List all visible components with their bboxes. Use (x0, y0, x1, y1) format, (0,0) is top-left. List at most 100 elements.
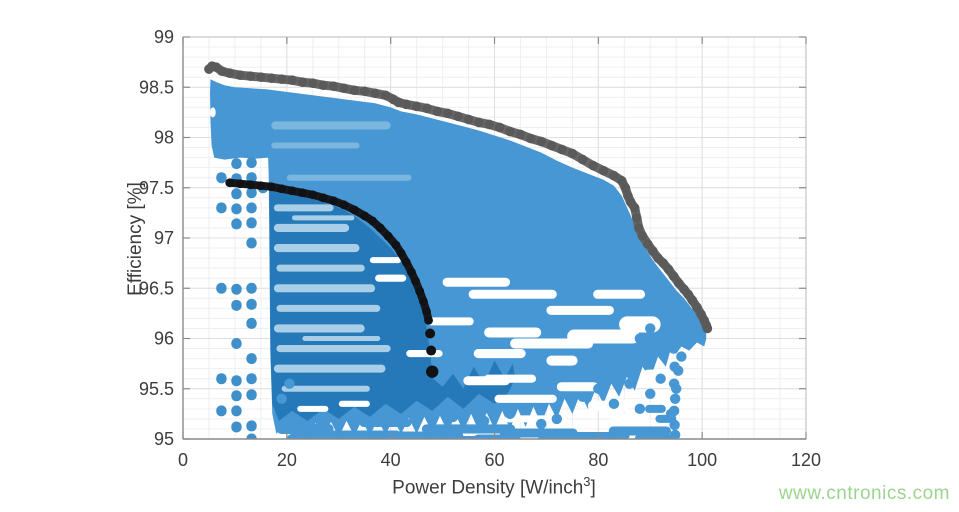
y-tick-label: 99 (154, 27, 174, 47)
cloud-gap (442, 277, 511, 287)
pareto-front-inner-point (407, 267, 416, 277)
cloud-gap (593, 289, 646, 299)
cloud-blob (231, 203, 242, 215)
cloud-light-streak (273, 364, 386, 373)
x-tick-label: 100 (687, 450, 717, 470)
pareto-front-inner-point (246, 180, 255, 190)
pareto-front-upper-point (235, 70, 245, 80)
pareto-front-inner-point (266, 182, 276, 192)
pareto-front-upper-point (484, 119, 495, 130)
pareto-front-upper-point (339, 83, 349, 94)
cloud-light-streak (273, 223, 350, 232)
cloud-dot (284, 378, 295, 389)
cloud-light-streak (281, 385, 370, 392)
y-tick-label: 96.5 (139, 278, 174, 298)
cloud-gap (473, 349, 526, 359)
cloud-light-streak (273, 284, 376, 293)
cloud-gap (427, 317, 474, 326)
y-tick-label: 95.5 (139, 379, 174, 399)
cloud-gap (546, 355, 578, 366)
pareto-front-upper-point (307, 78, 318, 89)
cloud-light-streak (276, 304, 381, 312)
cloud-blob (246, 157, 257, 169)
x-tick-label: 80 (588, 450, 608, 470)
cloud-dot (669, 419, 680, 431)
cloud-light-streak (292, 215, 355, 221)
cloud-dot (634, 403, 646, 415)
cloud-blob (246, 217, 257, 229)
cloud-dot (447, 411, 459, 423)
x-tick-label: 120 (791, 450, 821, 470)
pareto-front-upper-point (505, 126, 515, 137)
cloud-blob (216, 282, 227, 294)
pareto-front-inner-point (411, 276, 420, 286)
cloud-dot (536, 418, 547, 430)
pareto-front-inner-end-dot (426, 365, 439, 378)
cloud-blob (231, 405, 242, 417)
cloud-blob (216, 172, 227, 184)
cloud-blob (216, 373, 227, 385)
pareto-front-upper-point (380, 90, 391, 101)
cloud-dot (686, 319, 697, 330)
pareto-front-upper-point (515, 129, 526, 140)
y-tick-label: 97.5 (139, 178, 174, 198)
cloud-dot (624, 378, 635, 389)
cloud-dot (676, 351, 687, 362)
pareto-front-inner-point (318, 193, 328, 203)
pareto-front-upper-point (598, 165, 609, 176)
cloud-dot (655, 303, 666, 314)
cloud-dot (647, 343, 659, 354)
pareto-front-inner-point (308, 190, 318, 200)
pareto-front-inner-point (360, 211, 370, 221)
cloud-dot (673, 365, 684, 376)
cloud-gap (567, 329, 640, 344)
cloud-gap (209, 107, 216, 118)
pareto-front-inner-point (329, 196, 338, 206)
y-tick-label: 96 (154, 329, 174, 349)
cloud-blob (231, 188, 242, 200)
cloud-blob (231, 421, 242, 433)
cloud-blob (231, 283, 242, 295)
pareto-front-upper-point (702, 323, 713, 334)
pareto-front-upper-point (634, 223, 644, 233)
cloud-bottom-streak (634, 434, 677, 439)
pareto-front-inner-point (383, 231, 393, 241)
cloud-gap (484, 374, 537, 383)
cloud-blob (246, 187, 257, 199)
pareto-front-upper-point (370, 88, 380, 99)
cloud-dot (681, 307, 692, 318)
cloud-dot (655, 373, 666, 384)
pareto-front-upper-point (328, 81, 339, 92)
cloud-dot (660, 333, 672, 344)
cloud-light-streak (273, 204, 334, 212)
x-tick-label: 60 (484, 450, 504, 470)
data-layer (204, 61, 713, 439)
x-axis-label-superscript: 3 (583, 474, 591, 489)
pareto-front-upper-point (494, 122, 505, 133)
cloud-blob (216, 202, 227, 214)
pareto-front-upper-point (287, 75, 297, 86)
cloud-blob (216, 405, 227, 417)
pareto-front-upper-point (526, 133, 536, 144)
pareto-front-upper-point (637, 231, 648, 241)
cloud-gap (484, 327, 542, 338)
cloud-gap (468, 289, 557, 299)
cloud-dot (645, 388, 656, 399)
cloud-light-streak (276, 345, 391, 353)
pareto-front-upper-point (588, 160, 598, 171)
cloud-dot (520, 403, 531, 415)
pareto-front-inner-point (277, 184, 287, 194)
pareto-front-upper-point (411, 101, 422, 112)
cloud-blob (231, 299, 242, 311)
cloud-gap (375, 274, 407, 282)
cloud-blob (231, 390, 242, 402)
cloud-light-streak (273, 324, 365, 333)
x-axis-label-text: Power Density [W/inch (392, 477, 584, 499)
cloud-bottom-streak (359, 418, 412, 427)
pareto-front-upper-point (546, 140, 557, 151)
cloud-dot (551, 413, 562, 425)
cloud-gap (338, 400, 370, 407)
cloud-gap (546, 305, 614, 315)
pareto-front-inner-point (368, 216, 377, 226)
